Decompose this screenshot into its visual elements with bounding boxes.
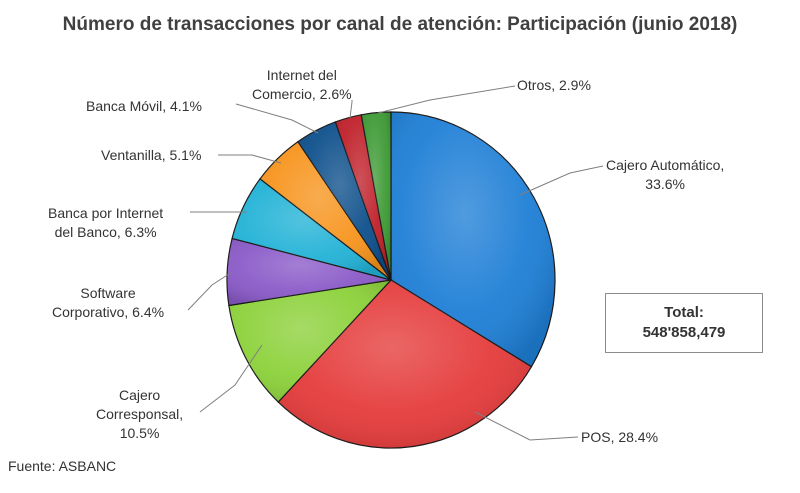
slice-label-line: del Banco, 6.3% [54, 224, 157, 240]
slice-label: Cajero Automático, 33.6% [606, 156, 724, 194]
slice-shading [232, 178, 391, 280]
slice-label: Banca Móvil, 4.1% [86, 97, 202, 116]
leader-line [349, 100, 353, 119]
slice-label: Cajero Corresponsal, 10.5% [96, 386, 183, 443]
slice-label-line: Banca Móvil, 4.1% [86, 98, 202, 114]
slice-label-line: Banca por Internet [48, 205, 164, 221]
total-label: Total: [664, 304, 704, 321]
slice-shading [228, 280, 391, 403]
leader-line [199, 344, 263, 413]
leader-line [218, 154, 282, 164]
slice-label-line: Software [80, 285, 136, 301]
slice-shading [297, 121, 391, 280]
slice-shading [391, 112, 556, 367]
slice-label-line: 10.5% [119, 425, 160, 441]
slice-label-line: POS, 28.4% [581, 429, 659, 445]
total-value: 548'858,479 [642, 324, 726, 341]
slice-label-line: Cajero Automático, [606, 157, 725, 173]
leader-line [377, 85, 516, 114]
slice-label: POS, 28.4% [581, 428, 658, 447]
slice-label-line: Corporativo, 6.4% [52, 304, 165, 320]
slice-label-line: Corresponsal, [96, 406, 184, 422]
slice-shading [226, 238, 391, 306]
slice-label: Banca por Internet del Banco, 6.3% [48, 204, 163, 242]
chart-title: Número de transacciones por canal de ate… [62, 14, 738, 35]
slice-shading [335, 114, 391, 280]
slice-label-line: Cajero [118, 387, 161, 403]
slice-shading [260, 141, 391, 280]
leader-line [235, 103, 319, 134]
slice-shading [361, 112, 391, 280]
slice-label-line: 33.6% [645, 176, 685, 192]
source-note: Fuente: ASBANC [8, 458, 117, 474]
slice-label-line: Ventanilla, 5.1% [101, 147, 202, 163]
slice-label: Software Corporativo, 6.4% [52, 284, 164, 322]
slice-label-line: Comercio, 2.6% [252, 86, 352, 102]
leader-line [519, 165, 604, 196]
slice-label: Ventanilla, 5.1% [101, 146, 201, 165]
leader-line [474, 411, 579, 441]
total-box: Total: 548'858,479 [605, 293, 763, 353]
slice-label: Otros, 2.9% [517, 76, 591, 95]
leader-line [187, 271, 233, 311]
slice-label-line: Internet del [266, 67, 337, 83]
slice-label: Internet del Comercio, 2.6% [252, 66, 352, 104]
slice-label-line: Otros, 2.9% [517, 77, 591, 93]
slice-shading [278, 280, 532, 449]
